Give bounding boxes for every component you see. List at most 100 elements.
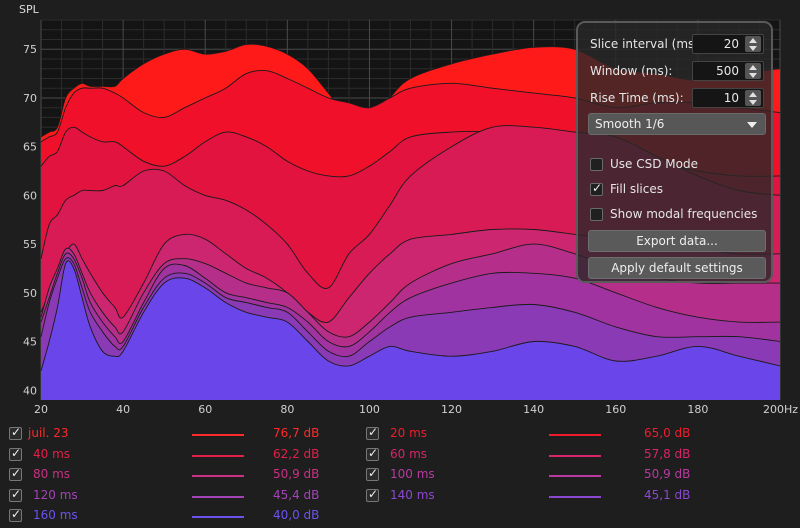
y-tick-label: 40 xyxy=(23,384,37,397)
legend-line-swatch xyxy=(549,495,601,498)
y-axis-label: SPL xyxy=(19,3,40,16)
x-tick-label: 100 xyxy=(359,403,380,416)
rise-time-label: Rise Time (ms): xyxy=(590,91,684,105)
csd-mode-label[interactable]: Use CSD Mode xyxy=(610,157,698,171)
smoothing-dropdown[interactable]: Smooth 1/6 xyxy=(588,113,766,135)
modal-frequencies-checkbox[interactable] xyxy=(590,208,603,221)
rise-time-spinbox[interactable]: 10 xyxy=(692,88,764,108)
legend-line-swatch xyxy=(192,495,244,498)
legend-item: juil. 23 76,7 dB xyxy=(9,425,339,443)
legend-line-swatch xyxy=(192,516,244,518)
smoothing-value: Smooth 1/6 xyxy=(595,117,665,131)
slice-area-8 xyxy=(41,260,780,400)
legend-item: 160 ms 40,0 dB xyxy=(9,507,339,525)
legend-name: 120 ms xyxy=(33,487,78,502)
chevron-down-icon xyxy=(747,122,757,128)
slice-outline-7 xyxy=(40,257,781,358)
legend-value: 45,4 dB xyxy=(273,487,320,502)
legend-item: 140 ms 45,1 dB xyxy=(366,487,696,505)
slice-outline-4 xyxy=(40,228,781,324)
legend-value: 62,2 dB xyxy=(273,446,320,461)
x-axis-band xyxy=(0,400,800,420)
y-tick-label: 60 xyxy=(23,189,37,202)
legend-value: 65,0 dB xyxy=(644,426,691,440)
spin-arrows-icon[interactable] xyxy=(745,36,761,52)
legend-name: 40 ms xyxy=(33,446,71,461)
legend-line-swatch xyxy=(192,475,244,477)
waterfall-plot[interactable]: SPL 40 45 50 55 60 65 70 75 20 40 60 80 100 120 140 160… xyxy=(0,0,800,420)
legend-checkbox[interactable] xyxy=(9,487,22,502)
axes: 40 45 50 55 60 65 70 75 20 40 60 80 100 120 140 160 180 2… xyxy=(0,43,800,420)
legend-checkbox[interactable] xyxy=(366,425,379,440)
slices xyxy=(40,43,781,401)
x-tick-label: 40 xyxy=(116,403,130,416)
window-value[interactable]: 500 xyxy=(716,64,739,78)
legend-item: 80 ms 50,9 dB xyxy=(9,466,339,484)
spin-arrows-icon[interactable] xyxy=(745,63,761,79)
y-tick-label: 50 xyxy=(23,287,37,300)
legend-checkbox[interactable] xyxy=(9,507,22,522)
slice-outline-5 xyxy=(40,243,780,338)
x-tick-label: 120 xyxy=(441,403,462,416)
slice-outline-6 xyxy=(40,252,781,348)
legend-line-swatch xyxy=(192,434,244,436)
slice-outline-0 xyxy=(40,43,781,138)
legend-item: 40 ms 62,2 dB xyxy=(9,446,339,464)
legend-item: 120 ms 45,4 dB xyxy=(9,487,339,505)
legend-value: 50,9 dB xyxy=(644,467,691,481)
x-tick-label: 140 xyxy=(523,403,544,416)
legend-line-swatch xyxy=(549,454,601,457)
y-tick-label: 75 xyxy=(23,43,37,56)
legend-item: 100 ms 50,9 dB xyxy=(366,466,696,484)
legend-checkbox[interactable] xyxy=(9,425,22,440)
x-tick-label: 160 xyxy=(605,403,626,416)
legend-name: 140 ms xyxy=(390,487,435,502)
fill-slices-label[interactable]: Fill slices xyxy=(610,182,663,196)
legend-line-swatch xyxy=(192,454,244,457)
modal-frequencies-label[interactable]: Show modal frequencies xyxy=(610,207,758,221)
legend: juil. 23 76,7 dB 20 ms 65,0 dB 40 ms 62,2 dB 6… xyxy=(0,420,800,528)
legend-checkbox[interactable] xyxy=(366,446,379,461)
legend-checkbox[interactable] xyxy=(9,466,22,481)
legend-line-swatch xyxy=(549,475,601,477)
x-tick-label: 20 xyxy=(34,403,48,416)
legend-line-swatch xyxy=(549,434,601,436)
legend-value: 76,7 dB xyxy=(273,426,320,440)
y-tick-label: 55 xyxy=(23,238,37,251)
rise-time-value[interactable]: 10 xyxy=(723,91,739,105)
legend-name: 60 ms xyxy=(390,446,428,461)
slice-interval-label: Slice interval (ms): xyxy=(590,37,703,51)
waterfall-chart[interactable]: SPL 40 45 50 55 60 65 70 75 20 40 60 80 100 120 140 160… xyxy=(0,0,800,420)
y-tick-label: 45 xyxy=(23,336,37,349)
legend-checkbox[interactable] xyxy=(366,466,379,481)
legend-item: 60 ms 57,8 dB xyxy=(366,446,696,464)
export-data-button[interactable]: Export data... xyxy=(588,230,766,252)
x-tick-label: 200Hz xyxy=(763,403,798,416)
slice-outline-8 xyxy=(40,260,781,371)
fill-slices-checkbox[interactable] xyxy=(590,181,603,196)
window-label: Window (ms): xyxy=(590,64,673,78)
x-tick-label: 180 xyxy=(687,403,708,416)
csd-mode-checkbox[interactable] xyxy=(590,158,603,171)
apply-default-settings-button[interactable]: Apply default settings xyxy=(588,257,766,279)
x-tick-label: 80 xyxy=(280,403,294,416)
slice-outline-3 xyxy=(40,125,781,289)
slice-interval-spinbox[interactable]: 20 xyxy=(692,34,764,54)
slice-outline-1 xyxy=(40,69,781,143)
legend-value: 50,9 dB xyxy=(273,467,320,481)
legend-value: 57,8 dB xyxy=(644,446,691,461)
legend-checkbox[interactable] xyxy=(9,446,22,461)
y-tick-label: 65 xyxy=(23,141,37,154)
slice-interval-value[interactable]: 20 xyxy=(723,37,739,51)
legend-item: 20 ms 65,0 dB xyxy=(366,425,696,443)
legend-name: 20 ms xyxy=(390,426,428,440)
legend-value: 45,1 dB xyxy=(644,487,691,502)
legend-value: 40,0 dB xyxy=(273,508,320,522)
settings-panel: Slice interval (ms): 20 Window (ms): 500… xyxy=(576,21,773,283)
window-spinbox[interactable]: 500 xyxy=(692,61,764,81)
x-tick-label: 60 xyxy=(198,403,212,416)
legend-name: 80 ms xyxy=(33,467,71,481)
spin-arrows-icon[interactable] xyxy=(745,90,761,106)
legend-name: 160 ms xyxy=(33,508,78,522)
legend-checkbox[interactable] xyxy=(366,487,379,502)
